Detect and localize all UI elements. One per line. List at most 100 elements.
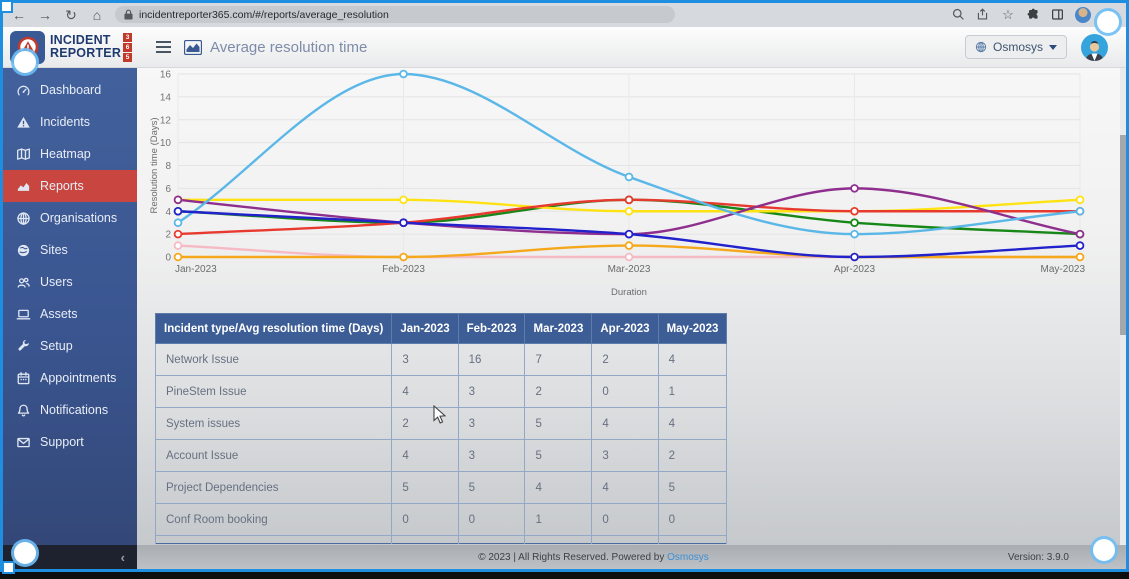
page-footer: © 2023 | All Rights Reserved. Powered by… xyxy=(137,545,1126,570)
svg-text:Duration: Duration xyxy=(611,287,647,298)
sidebar-item-incidents[interactable]: Incidents xyxy=(3,106,137,138)
sidebar-item-heatmap[interactable]: Heatmap xyxy=(3,138,137,170)
tab-icon[interactable] xyxy=(1051,8,1064,21)
svg-text:14: 14 xyxy=(160,92,172,103)
incident-type-cell: System issues xyxy=(154,407,393,440)
value-cell: 4 xyxy=(391,439,459,472)
page-title: Average resolution time xyxy=(210,38,368,56)
value-cell: 2 xyxy=(591,343,659,376)
table-row[interactable]: Network Issue 3 16 7 2 4 xyxy=(154,343,728,376)
browser-actions: ☆ ⋮ xyxy=(952,6,1118,23)
data-point xyxy=(850,184,859,193)
table-header-row: Incident type/Avg resolution time (Days)… xyxy=(154,313,728,344)
sidebar-item-label: Heatmap xyxy=(40,147,91,161)
value-cell: 16 xyxy=(457,343,526,376)
value-cell xyxy=(524,535,593,544)
sidebar-item-organisations[interactable]: Organisations xyxy=(3,202,137,234)
data-point xyxy=(399,195,408,205)
main-content: 0 2 4 6 8 10 12 14 16 Jan-2023 Feb-2023 Mar-2023 Apr… xyxy=(137,68,1126,545)
data-point xyxy=(1075,195,1085,205)
star-icon[interactable]: ☆ xyxy=(1002,7,1014,22)
sidebar-item-setup[interactable]: Setup xyxy=(3,330,137,362)
data-point xyxy=(173,206,183,216)
sidebar-footer: ‹ xyxy=(3,545,137,570)
sidebar-toggle-hamburger-icon[interactable] xyxy=(156,41,171,53)
sidebar-item-assets[interactable]: Assets xyxy=(3,298,137,330)
data-point xyxy=(850,252,859,262)
svg-text:Mar-2023: Mar-2023 xyxy=(608,264,651,275)
globe-icon xyxy=(975,41,987,53)
sidebar-item-label: Assets xyxy=(40,307,78,321)
reload-icon[interactable]: ↻ xyxy=(65,6,77,23)
menu-kebab-icon[interactable]: ⋮ xyxy=(1103,7,1117,22)
table-row[interactable]: Conf Room booking 0 0 1 0 0 xyxy=(154,503,728,536)
value-cell: 4 xyxy=(657,407,728,440)
data-point xyxy=(850,218,859,227)
table-row[interactable]: PineStem Issue 4 3 2 0 1 xyxy=(154,375,728,408)
sidebar-item-support[interactable]: Support xyxy=(3,426,137,458)
user-avatar[interactable] xyxy=(1081,33,1108,61)
header-right: Osmosys xyxy=(964,33,1126,61)
osmosys-link[interactable]: Osmosys xyxy=(667,552,709,563)
letterbox-strip xyxy=(0,572,1129,579)
lock-icon xyxy=(124,9,133,20)
data-point xyxy=(399,69,408,79)
data-point xyxy=(173,229,183,239)
value-cell: 4 xyxy=(591,407,659,440)
sidebar-item-reports[interactable]: Reports xyxy=(3,170,137,202)
table-row[interactable]: System issues 2 3 5 4 4 xyxy=(154,407,728,440)
value-cell: 5 xyxy=(657,471,728,504)
organisation-selector[interactable]: Osmosys xyxy=(964,35,1067,59)
extension-icon[interactable] xyxy=(1027,8,1040,21)
data-point xyxy=(624,241,634,250)
brand-line2: REPORTER xyxy=(50,46,122,60)
sidebar-item-label: Incidents xyxy=(40,115,91,129)
data-point xyxy=(624,195,634,205)
table-row[interactable]: Project Dependencies 5 5 4 4 5 xyxy=(154,471,728,504)
sidebar-item-sites[interactable]: Sites xyxy=(3,234,137,266)
page-scrollbar-track[interactable] xyxy=(1120,68,1126,545)
address-bar[interactable]: incidentreporter365.com/#/reports/averag… xyxy=(115,6,675,23)
forward-icon[interactable]: → xyxy=(38,6,52,23)
table-row[interactable]: Account Issue 4 3 5 3 2 xyxy=(154,439,728,472)
brand-line1: INCIDENT xyxy=(50,32,111,47)
report-chart-icon xyxy=(184,39,202,55)
value-cell xyxy=(457,535,526,544)
value-cell: 3 xyxy=(391,343,459,376)
sidebar-item-users[interactable]: Users xyxy=(3,266,137,298)
svg-text:12: 12 xyxy=(160,115,172,126)
data-point xyxy=(624,172,634,182)
svg-text:Apr-2023: Apr-2023 xyxy=(834,264,876,275)
notifications-icon xyxy=(16,403,31,418)
data-point xyxy=(1075,229,1085,239)
profile-avatar[interactable] xyxy=(1075,6,1091,23)
value-cell: 1 xyxy=(524,503,593,536)
value-cell: 5 xyxy=(524,407,593,440)
svg-text:16: 16 xyxy=(160,70,172,81)
sidebar-item-label: Setup xyxy=(40,339,73,353)
sidebar-item-label: Reports xyxy=(40,179,84,193)
svg-text:0: 0 xyxy=(165,253,171,264)
zoom-icon[interactable] xyxy=(952,8,965,21)
value-cell: 3 xyxy=(457,375,526,408)
sidebar-item-label: Organisations xyxy=(40,211,118,225)
share-icon[interactable] xyxy=(976,8,989,21)
home-icon[interactable]: ⌂ xyxy=(92,6,102,23)
back-icon[interactable]: ← xyxy=(12,6,26,23)
appointments-icon xyxy=(16,371,31,386)
svg-text:Resolution time (Days): Resolution time (Days) xyxy=(149,117,160,213)
column-header: Mar-2023 xyxy=(524,313,593,344)
value-cell: 5 xyxy=(524,439,593,472)
sidebar-collapse-icon[interactable]: ‹ xyxy=(120,550,125,565)
value-cell: 0 xyxy=(591,375,659,408)
page-scrollbar-thumb[interactable] xyxy=(1120,135,1126,335)
column-header: Jan-2023 xyxy=(391,313,459,344)
sidebar-item-notifications[interactable]: Notifications xyxy=(3,394,137,426)
sidebar-item-appointments[interactable]: Appointments xyxy=(3,362,137,394)
value-cell: 2 xyxy=(391,407,459,440)
sidebar-item-dashboard[interactable]: Dashboard xyxy=(3,74,137,106)
